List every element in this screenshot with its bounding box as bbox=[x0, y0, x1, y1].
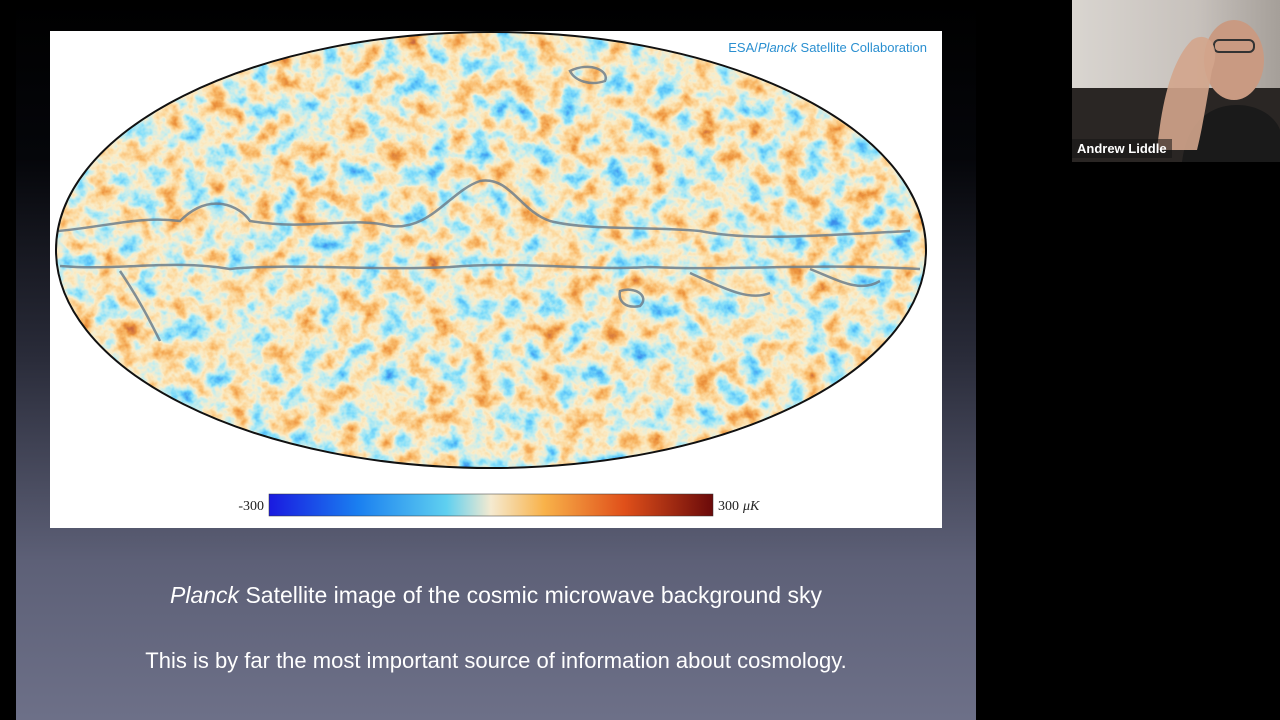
colorbar-min-label: -300 bbox=[238, 499, 264, 514]
colorbar-max-label: 300 bbox=[718, 499, 739, 514]
hand bbox=[1157, 36, 1216, 150]
credit-prefix: ESA/ bbox=[728, 40, 758, 55]
colorbar-max: 300 μK bbox=[718, 499, 760, 514]
slide: ESA/Planck Satellite Collaboration -300 … bbox=[16, 0, 976, 720]
glasses bbox=[1213, 39, 1255, 53]
shirt bbox=[1182, 105, 1280, 162]
colorbar bbox=[268, 493, 714, 517]
credit-suffix: Satellite Collaboration bbox=[797, 40, 927, 55]
note: This is by far the most important source… bbox=[145, 648, 847, 673]
mask-contours bbox=[57, 65, 921, 342]
sky-outline bbox=[55, 31, 927, 469]
caption-italic: Planck bbox=[170, 582, 240, 608]
video-tile[interactable]: Andrew Liddle bbox=[1072, 0, 1280, 162]
colorbar-unit: μK bbox=[742, 499, 760, 514]
caption: Planck Satellite image of the cosmic mic… bbox=[16, 582, 976, 609]
caption-rest: Satellite image of the cosmic microwave … bbox=[239, 582, 822, 608]
credit: ESA/Planck Satellite Collaboration bbox=[728, 40, 927, 55]
participant-name: Andrew Liddle bbox=[1072, 139, 1172, 158]
sky-map bbox=[56, 32, 926, 468]
webcam-feed bbox=[1072, 20, 1280, 162]
cmb-figure: ESA/Planck Satellite Collaboration -300 … bbox=[50, 31, 942, 528]
credit-italic: Planck bbox=[758, 40, 799, 55]
